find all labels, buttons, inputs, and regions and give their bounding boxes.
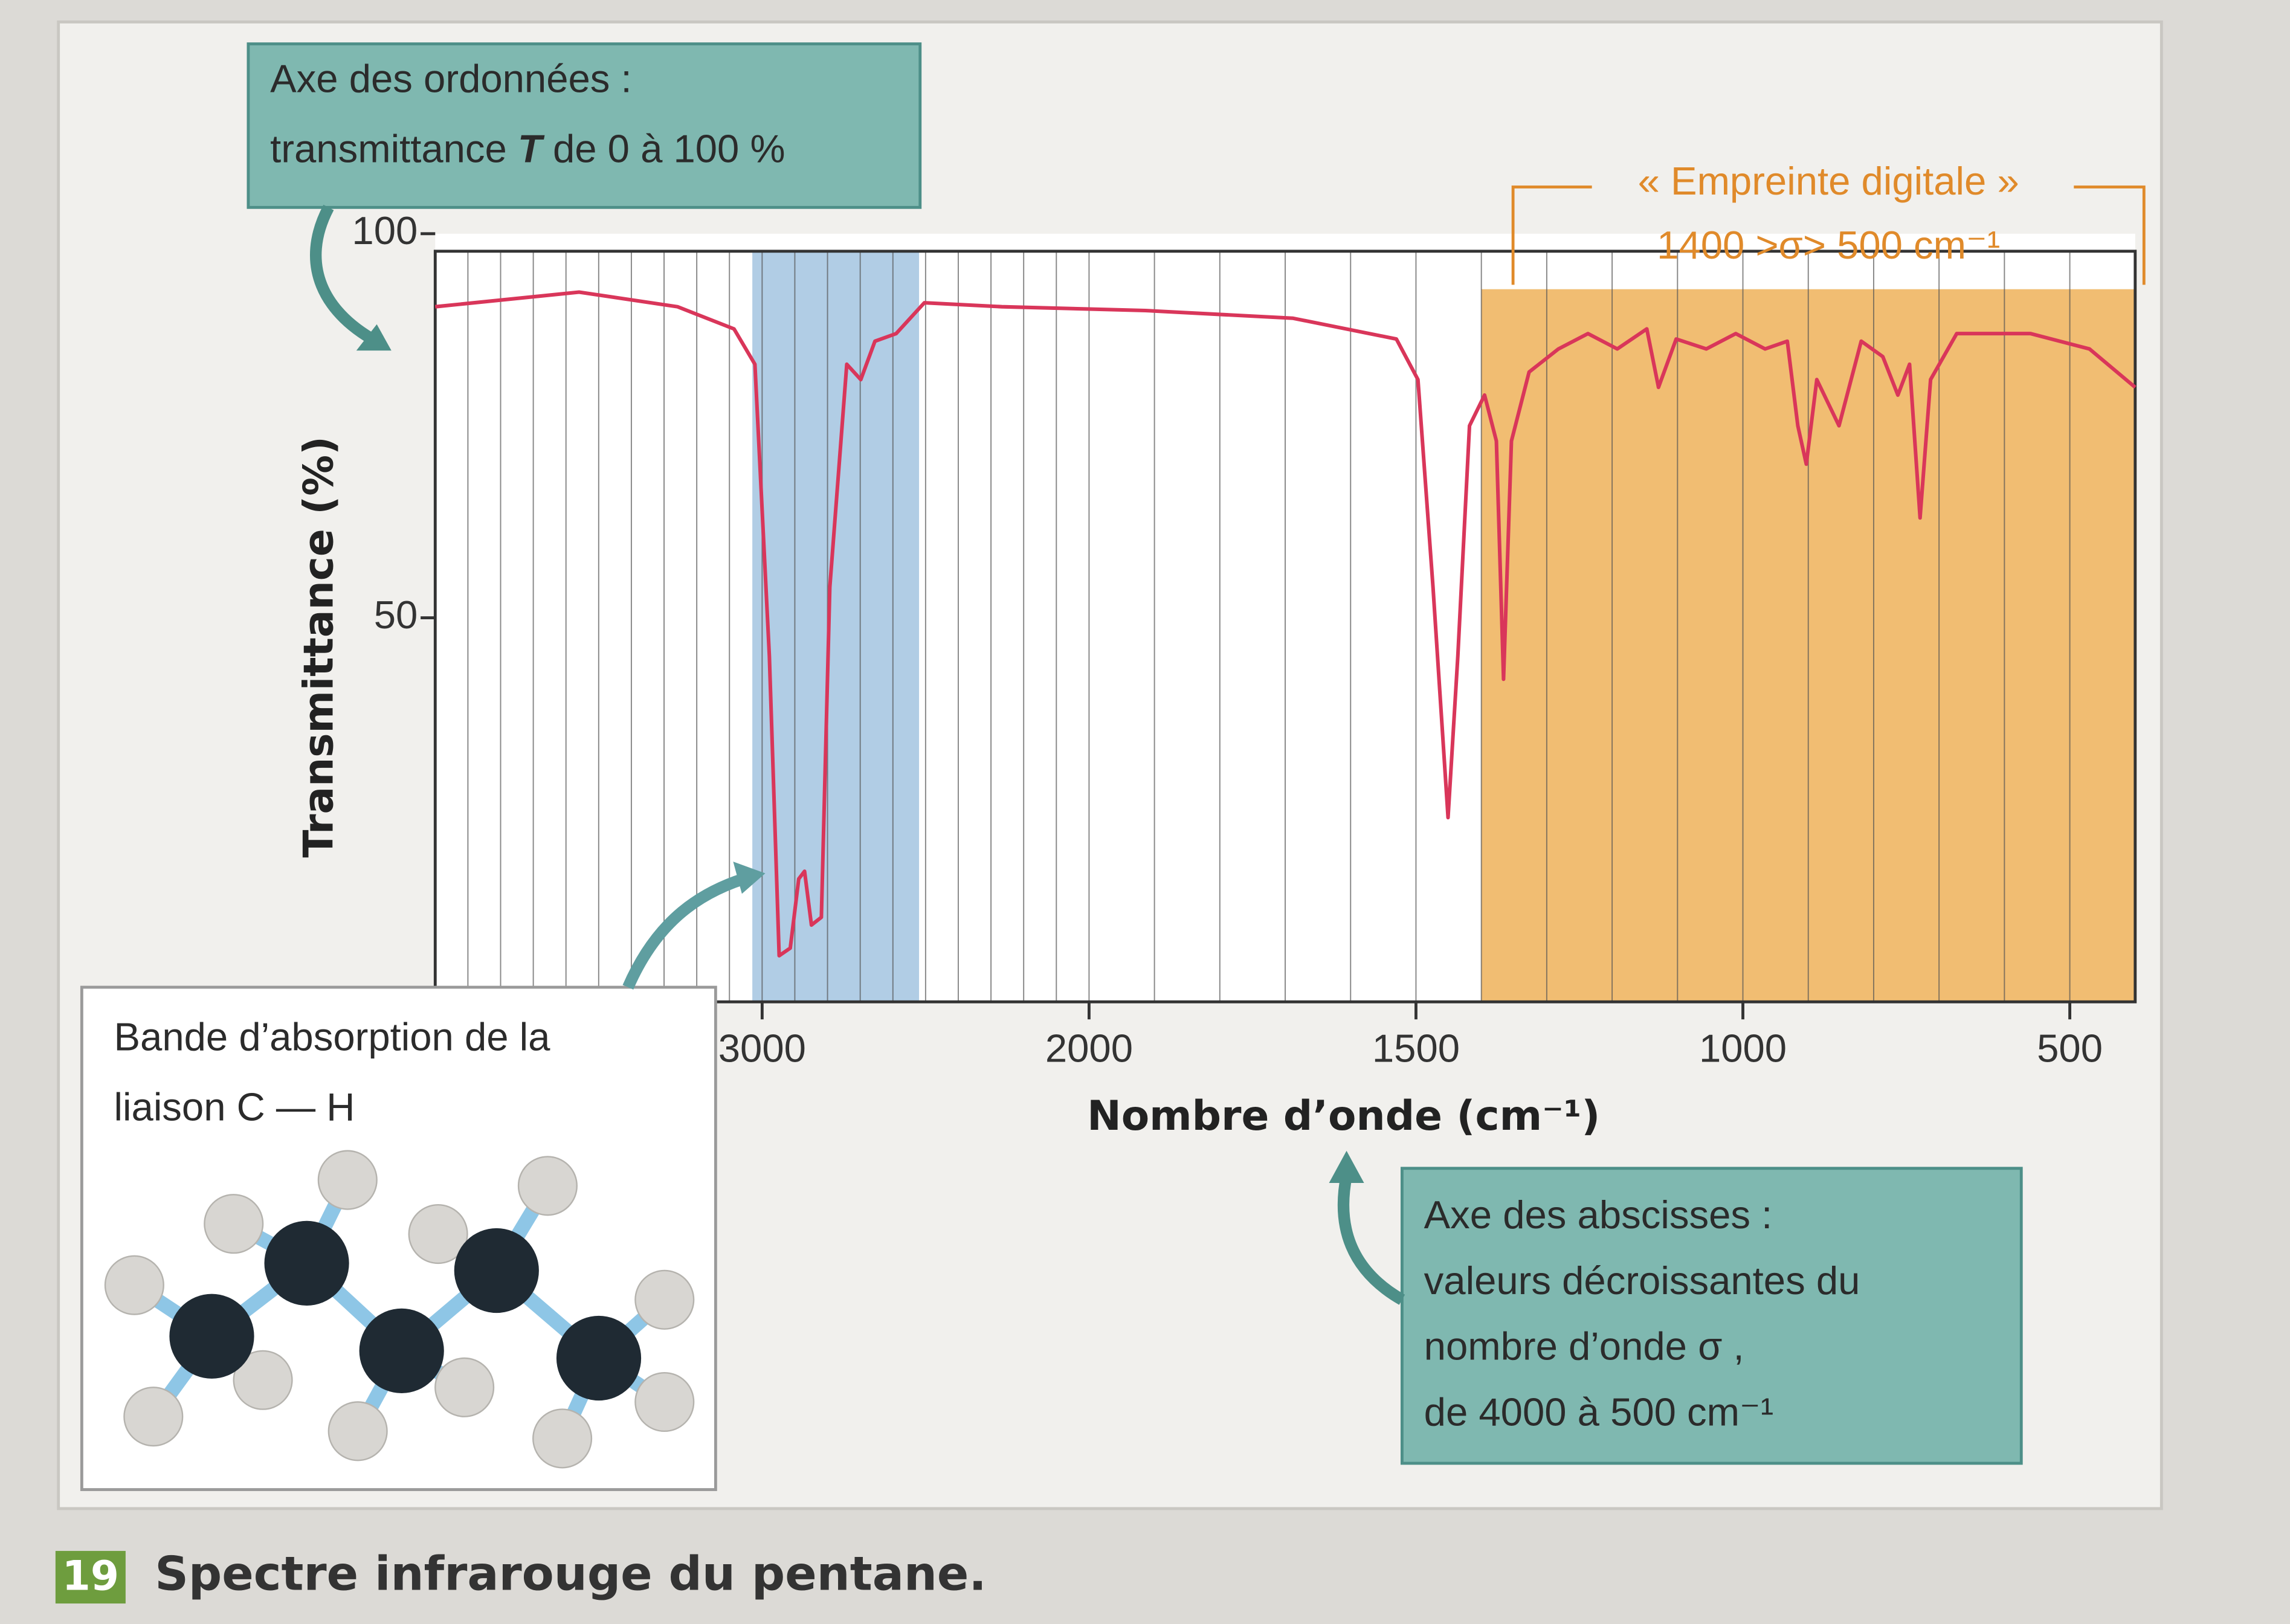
- annotation-text: nombre d’onde σ ,: [1424, 1324, 1744, 1368]
- annotation-text: valeurs décroissantes du: [1424, 1258, 1860, 1303]
- y-tick-label: 100: [352, 208, 418, 253]
- annotation-text: transmittance T de 0 à 100 %: [270, 127, 785, 171]
- molecule: [104, 1150, 695, 1469]
- annotation-text: liaison C — H: [114, 1084, 355, 1129]
- y-axis-label: Transmittance (%): [294, 436, 342, 858]
- figure-number-box: [55, 1551, 126, 1604]
- x-axis-label: Nombre d’onde (cm⁻¹): [1087, 1092, 1600, 1139]
- x-tick-label: 1000: [1699, 1026, 1787, 1071]
- arrow: [622, 871, 754, 990]
- annotation-text: Axe des ordonnées :: [270, 57, 632, 101]
- annotation-text: « Empreinte digitale »: [1638, 159, 2019, 203]
- x-tick-label: 1500: [1372, 1026, 1460, 1071]
- annotation-box: [1400, 1167, 2023, 1465]
- annotation-text: transmittance: [270, 127, 518, 171]
- annotation-box: [247, 42, 922, 209]
- y-tick-label: 50: [374, 593, 418, 637]
- annotation-text: de 0 à 100 %: [542, 127, 785, 171]
- highlight-band: [752, 251, 920, 1002]
- annotation-text: Axe des abscisses :: [1424, 1193, 1773, 1237]
- bracket: [1511, 185, 2146, 285]
- annotation-text: de 4000 à 500 cm⁻¹: [1424, 1390, 1774, 1434]
- annotation-box: [80, 985, 717, 1491]
- annotation-symbol: T: [518, 127, 545, 171]
- x-tick-label: 2000: [1045, 1026, 1133, 1071]
- annotation-text: Bande d’absorption de la: [114, 1014, 551, 1058]
- arrow: [1337, 1174, 1405, 1305]
- plot-border: [433, 250, 2137, 1004]
- x-tick-label: 500: [2037, 1026, 2103, 1071]
- figure-number: 19: [62, 1552, 119, 1600]
- arrow-head: [733, 862, 766, 894]
- plot-area: 50 100 3000 2000 1500 1000 500 Nombre d’onde (c…: [294, 208, 2137, 1139]
- spectrum-line: [434, 290, 2137, 958]
- arrow-head: [356, 324, 392, 351]
- x-tick-label: 3000: [718, 1026, 806, 1071]
- annotation-text: 1400 >σ> 500 cm⁻¹: [1657, 223, 2000, 267]
- arrow-head: [1329, 1150, 1364, 1183]
- caption: Spectre infrarouge du pentane.: [155, 1547, 987, 1602]
- arrow: [310, 204, 385, 350]
